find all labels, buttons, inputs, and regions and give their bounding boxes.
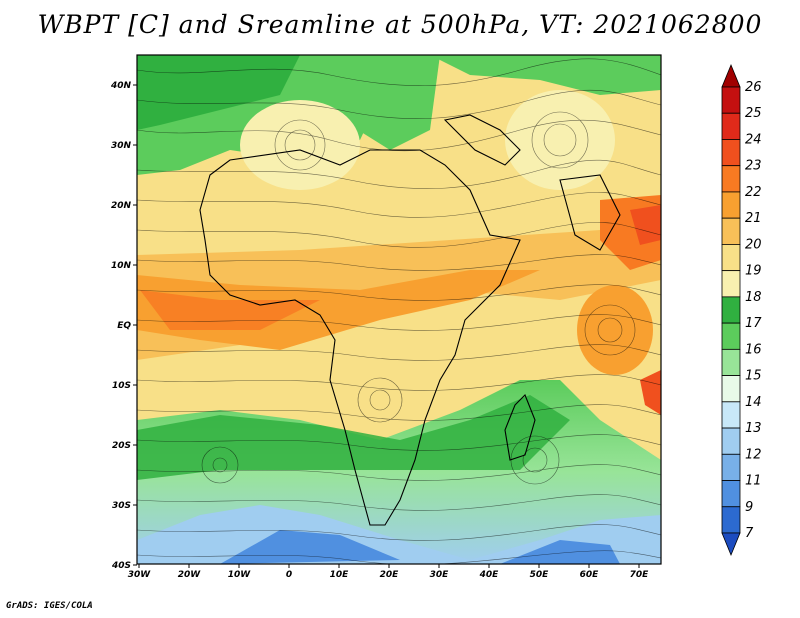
colorbar-swatch (721, 296, 741, 324)
colorbar-label: 17 (745, 316, 762, 331)
colorbar-swatch (721, 244, 741, 272)
wbpt-field (137, 55, 661, 564)
lon-label: 10E (330, 570, 350, 580)
colorbar-label: 23 (745, 159, 762, 174)
lat-label: 30N (111, 141, 132, 151)
lon-label: 70E (630, 570, 650, 580)
colorbar-swatch (721, 112, 741, 140)
chart-title: WBPT [C] and Sreamline at 500hPa, VT: 20… (37, 10, 763, 39)
colorbar-label: 24 (745, 132, 762, 147)
colorbar-label: 12 (745, 447, 762, 462)
colorbar-swatch (721, 139, 741, 167)
colorbar-swatch (721, 401, 741, 429)
colorbar-label: 22 (745, 185, 762, 200)
colorbar-swatch (721, 270, 741, 298)
lon-label: 20W (178, 570, 202, 580)
lon-label: 10W (228, 570, 252, 580)
colorbar-swatch (721, 86, 741, 114)
colorbar-label: 7 (745, 526, 754, 541)
credit-text: GrADS: IGES/COLA (6, 601, 93, 611)
colorbar-arrow-top (721, 63, 741, 88)
colorbar-swatch (721, 480, 741, 508)
colorbar-label: 19 (745, 264, 762, 279)
colorbar-swatch (721, 453, 741, 481)
colorbar-label: 26 (745, 80, 762, 95)
lat-label: 40S (111, 561, 131, 571)
lon-label: 50E (530, 570, 550, 580)
lat-label: 30S (112, 501, 131, 511)
lon-label: 40E (479, 570, 500, 580)
lat-label: 10S (112, 381, 131, 391)
lat-label: 10N (111, 261, 132, 271)
colorbar-label: 20 (745, 237, 762, 252)
lon-label: 30E (430, 570, 450, 580)
colorbar-label: 11 (745, 474, 762, 489)
streamlines (137, 58, 661, 564)
colorbar-label: 21 (745, 211, 762, 226)
colorbar-swatch (721, 506, 741, 534)
colorbar-swatch (721, 427, 741, 455)
lon-label: 30W (128, 570, 152, 580)
colorbar-label: 16 (745, 342, 762, 357)
lon-label: 0 (286, 570, 292, 580)
colorbar-arrow-bottom (721, 532, 741, 557)
colorbar-label: 14 (745, 395, 762, 410)
colorbar-label: 15 (745, 369, 762, 384)
colorbar-swatch (721, 217, 741, 245)
colorbar-swatch (721, 348, 741, 376)
map-frame (136, 54, 662, 565)
lat-label: 20N (111, 201, 132, 211)
colorbar: 26 25 24 23 22 21 20 19 18 17 16 15 14 13 12 11 9 7 (721, 63, 762, 557)
longitude-axis: 30W 20W 10W 0 10E 20E 30E 40E 50E 60E 70E (128, 564, 649, 580)
lat-label: EQ (117, 321, 131, 331)
coastlines (199, 114, 621, 526)
lon-label: 20E (380, 570, 400, 580)
lat-label: 20S (112, 441, 131, 451)
colorbar-swatch (721, 375, 741, 403)
colorbar-swatch (721, 165, 741, 193)
latitude-axis: 40N 30N 20N 10N EQ 10S 20S 30S 40S (110, 81, 137, 571)
colorbar-label: 9 (745, 500, 753, 515)
colorbar-label: 13 (745, 421, 762, 436)
colorbar-label: 18 (745, 290, 762, 305)
lat-label: 40N (110, 81, 132, 91)
colorbar-label: 25 (745, 106, 762, 121)
colorbar-swatch (721, 322, 741, 350)
colorbar-swatch (721, 191, 741, 219)
lon-label: 60E (580, 570, 600, 580)
